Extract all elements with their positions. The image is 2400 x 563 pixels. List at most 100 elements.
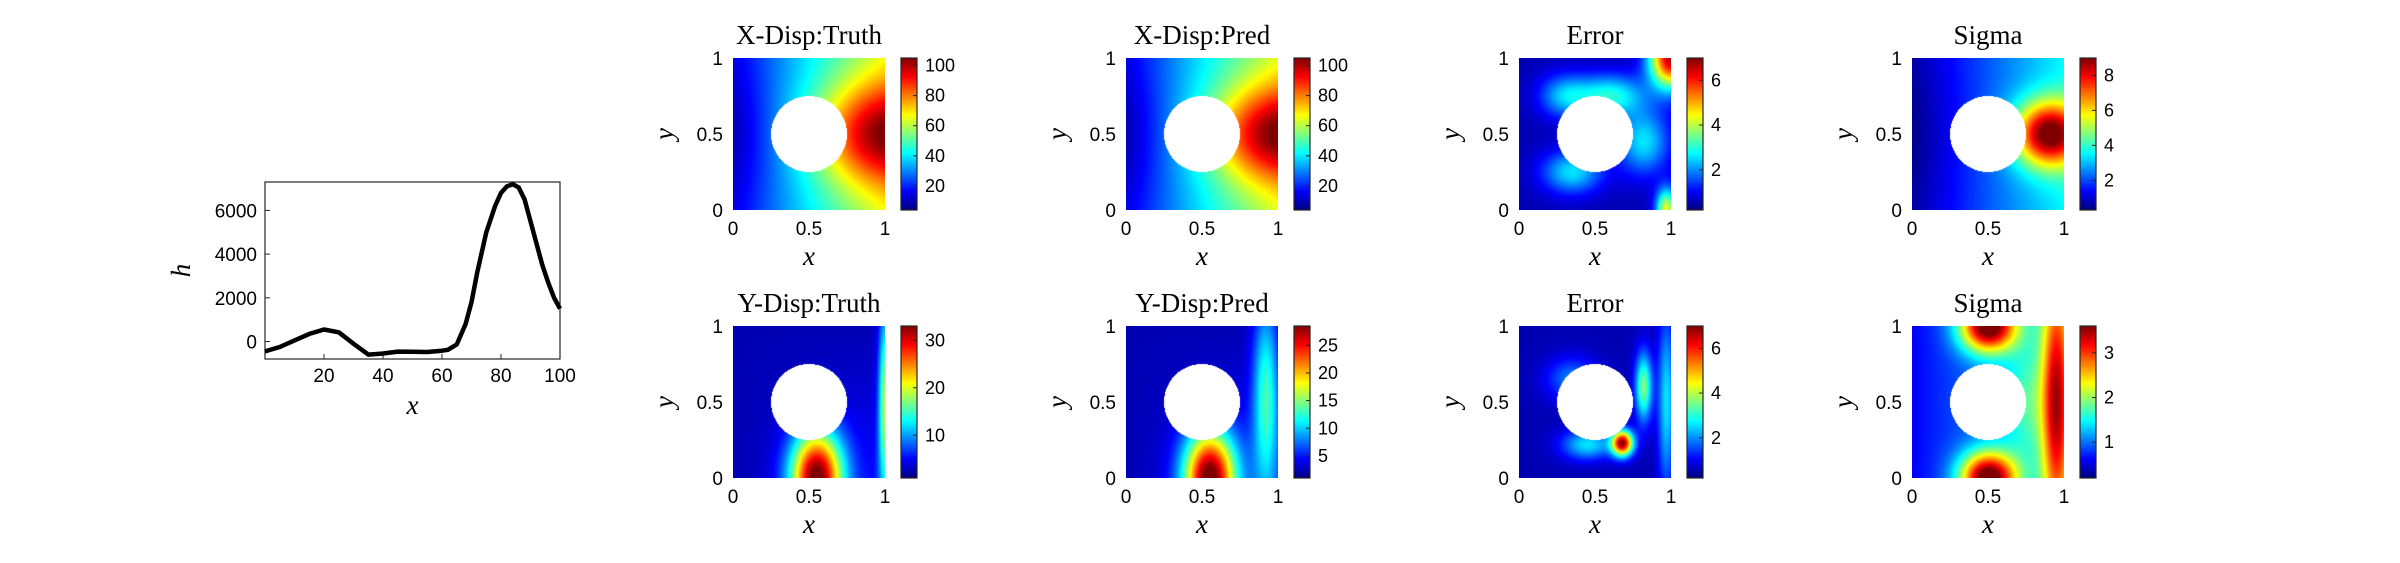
y-axis-label: y: [649, 396, 679, 411]
colorbar-tick-label: 4: [1711, 383, 1721, 403]
y-tick-label: 1: [1498, 49, 1509, 70]
x-tick-label: 0: [1514, 219, 1525, 240]
x-axis-label: x: [1588, 241, 1601, 271]
y-tick-label: 4000: [215, 245, 257, 266]
heatmap-panel-xdisp-truth: X-Disp:Truth 0 0.5 1 0 0.5 1 x y 20 40 60 80 100: [649, 20, 955, 271]
colorbar-tick-label: 10: [1318, 418, 1338, 438]
x-tick-label: 1: [1666, 219, 1677, 240]
x-axis-label: x: [1981, 509, 1994, 539]
y-tick-label: 1: [712, 49, 723, 70]
line-chart: 20 40 60 80 100 0 2000 4000 6000 x h: [166, 181, 576, 420]
colorbar-tick-label: 20: [1318, 176, 1338, 196]
x-tick-label: 0: [728, 487, 739, 508]
y-tick-label: 1: [1105, 317, 1116, 338]
y-tick-label: 0.5: [1090, 393, 1116, 414]
colorbar-tick-label: 6: [2104, 100, 2114, 120]
x-tick-label: 0: [728, 219, 739, 240]
x-tick-label: 1: [1273, 487, 1284, 508]
colorbar-frame: [1293, 325, 1311, 479]
y-tick-label: 0.5: [1483, 393, 1509, 414]
colorbar-tick-label: 20: [1318, 363, 1338, 383]
heatmap-panel-xdisp-error: Error 0 0.5 1 0 0.5 1 x y 2 4 6: [1435, 20, 1721, 271]
x-axis-label: x: [802, 509, 815, 539]
x-tick-label: 1: [1666, 487, 1677, 508]
colorbar-frame: [900, 57, 918, 211]
x-tick-label: 0.5: [1189, 219, 1215, 240]
y-tick-label: 0.5: [1876, 125, 1902, 146]
y-axis-label: y: [1042, 128, 1072, 143]
colorbar-tick-label: 40: [1318, 146, 1338, 166]
heatmap-field: [1912, 58, 2064, 210]
x-tick-label: 0: [1121, 487, 1132, 508]
y-tick-label: 1: [1105, 49, 1116, 70]
colorbar-tick-label: 80: [925, 86, 945, 106]
x-tick-label: 1: [1273, 219, 1284, 240]
x-axis-label: x: [1195, 509, 1208, 539]
x-tick-label: 80: [490, 366, 511, 387]
x-axis-label: x: [1981, 241, 1994, 271]
colorbar-tick-label: 4: [1711, 115, 1721, 135]
panel-title: X-Disp:Truth: [736, 20, 883, 50]
heatmap-panel-xdisp-sigma: Sigma 0 0.5 1 0 0.5 1 x y 2 4 6 8: [1828, 20, 2114, 271]
colorbar: [1687, 58, 1703, 210]
colorbar-tick-label: 40: [925, 146, 945, 166]
colorbar-tick-label: 2: [1711, 428, 1721, 448]
x-tick-label: 60: [431, 366, 452, 387]
colorbar: [901, 326, 917, 478]
x-tick-label: 0.5: [1189, 487, 1215, 508]
colorbar-tick-label: 30: [925, 330, 945, 350]
line-chart-frame: [264, 181, 561, 360]
x-tick-label: 0.5: [1975, 219, 2001, 240]
y-tick-label: 1: [712, 317, 723, 338]
y-tick-label: 0.5: [697, 125, 723, 146]
colorbar-tick-label: 80: [1318, 86, 1338, 106]
y-axis-label: y: [1828, 128, 1858, 143]
panel-title: Error: [1567, 20, 1624, 50]
colorbar: [2080, 326, 2096, 478]
x-tick-label: 0.5: [796, 487, 822, 508]
colorbar: [901, 58, 917, 210]
y-tick-label: 0.5: [1483, 125, 1509, 146]
colorbar-tick-label: 2: [2104, 388, 2114, 408]
colorbar-tick-label: 2: [1711, 160, 1721, 180]
x-tick-label: 0: [1514, 487, 1525, 508]
panel-title: Sigma: [1953, 20, 2022, 50]
heatmap-panel-ydisp-sigma: Sigma 0 0.5 1 0 0.5 1 x y 1 2 3: [1828, 288, 2114, 539]
heatmap-field: [1126, 326, 1278, 478]
y-tick-label: 0: [1891, 469, 1902, 490]
heatmap-field: [1519, 58, 1671, 210]
y-tick-label: 1: [1498, 317, 1509, 338]
colorbar-tick-label: 20: [925, 378, 945, 398]
x-tick-label: 0.5: [1582, 219, 1608, 240]
colorbar-tick-label: 6: [1711, 338, 1721, 358]
x-tick-label: 1: [880, 219, 891, 240]
y-tick-label: 0: [1891, 201, 1902, 222]
x-tick-label: 20: [313, 366, 334, 387]
colorbar-frame: [2079, 325, 2097, 479]
y-tick-label: 1: [1891, 317, 1902, 338]
x-axis-label: x: [1195, 241, 1208, 271]
y-axis-label: y: [1435, 128, 1465, 143]
colorbar-tick-label: 100: [925, 56, 955, 76]
heatmap-panel-xdisp-pred: X-Disp:Pred 0 0.5 1 0 0.5 1 x y 20 40 60 80 100: [1042, 20, 1348, 271]
y-tick-label: 6000: [215, 201, 257, 222]
y-axis-label: y: [649, 128, 679, 143]
x-tick-label: 1: [2059, 487, 2070, 508]
x-axis-label: x: [1588, 509, 1601, 539]
y-tick-label: 1: [1891, 49, 1902, 70]
colorbar-tick-label: 10: [925, 425, 945, 445]
y-axis-label: y: [1828, 396, 1858, 411]
heatmap-panel-ydisp-error: Error 0 0.5 1 0 0.5 1 x y 2 4 6: [1435, 288, 1721, 539]
colorbar: [1294, 58, 1310, 210]
y-tick-label: 0.5: [697, 393, 723, 414]
colorbar-tick-label: 5: [1318, 446, 1328, 466]
heatmap-field: [1519, 326, 1671, 478]
colorbar-tick-label: 1: [2104, 432, 2114, 452]
colorbar-tick-label: 3: [2104, 343, 2114, 363]
y-tick-label: 0.5: [1876, 393, 1902, 414]
heatmap-field: [1912, 326, 2064, 478]
y-axis-label: y: [1042, 396, 1072, 411]
y-tick-label: 0: [1105, 201, 1116, 222]
